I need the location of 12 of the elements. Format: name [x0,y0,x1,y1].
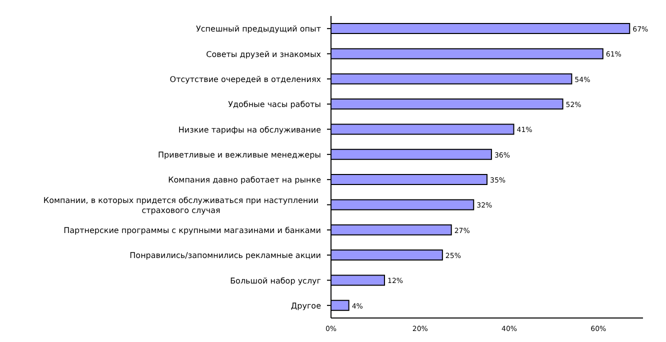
y-tick-label: Низкие тарифы на обслуживание [178,125,322,134]
y-tick-label: Большой набор услуг [230,276,321,286]
y-tick-label: Партнерские программы с крупными магазинами и банками [64,226,321,235]
y-tick-label: Компания давно работает на рынке [168,176,322,185]
y-tick-label: Успешный предыдущий опыт [196,24,322,34]
y-tick-label: Приветливые и вежливые менеджеры [158,150,321,160]
y-tick-label: Другое [290,301,322,310]
y-tick-label: Компании, в которых придется обслуживаться при наступлении страхового случая [43,196,319,215]
y-tick-label: Понравились/запомнились рекламные акции [130,251,321,260]
y-tick-label: Советы друзей и знакомых [206,50,322,59]
y-tick-label: Отсутствие очередей в отделениях [170,74,322,84]
y-tick-label: Удобные часы работы [228,100,321,110]
